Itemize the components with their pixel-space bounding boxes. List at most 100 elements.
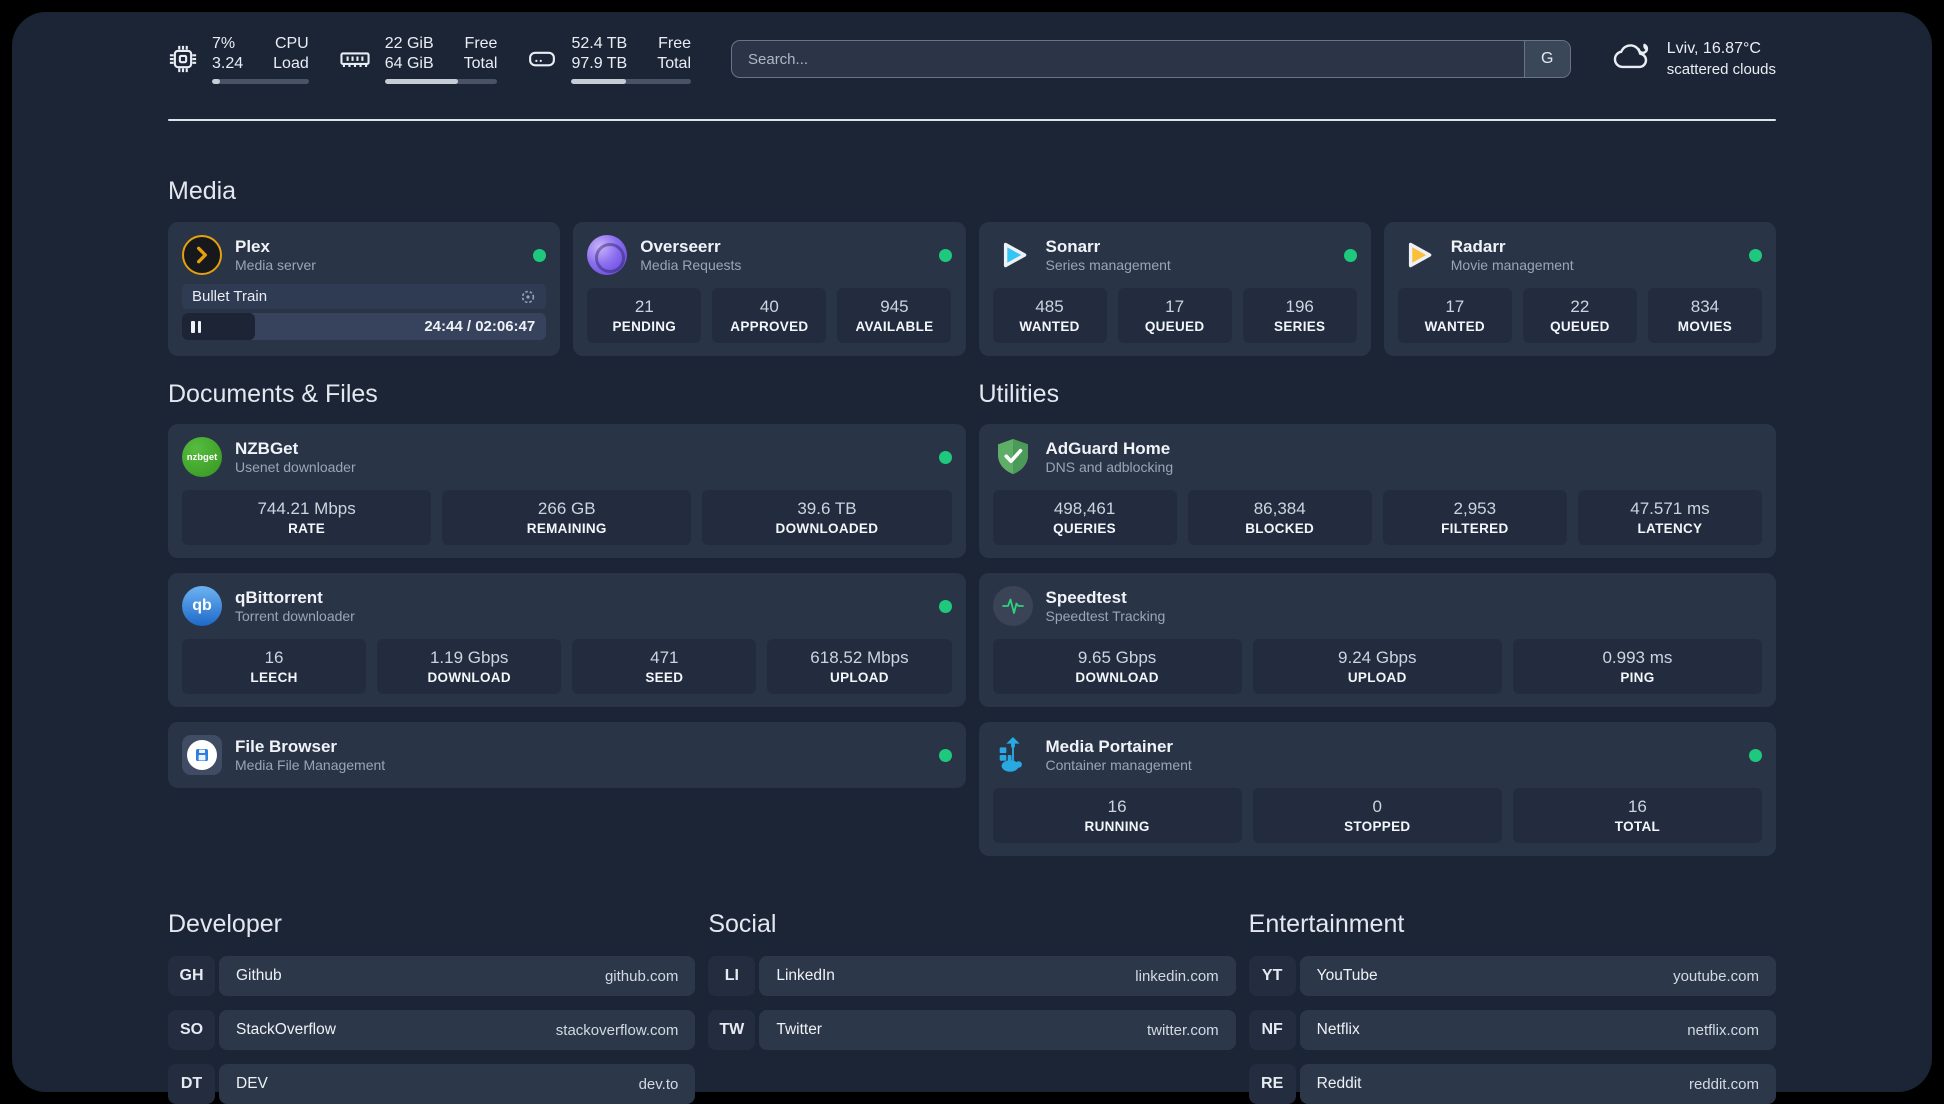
- app-subtitle: Media server: [235, 256, 316, 273]
- link-url: youtube.com: [1673, 967, 1759, 985]
- link-badge: NF: [1248, 1010, 1296, 1051]
- stat-tile: 21 PENDING: [587, 288, 702, 344]
- status-dot: [1749, 748, 1762, 762]
- app-subtitle: DNS and adblocking: [1045, 458, 1174, 475]
- stat-tile: 86,384 BLOCKED: [1187, 490, 1372, 546]
- nzbget-icon-text: nzbget: [186, 451, 218, 463]
- plex-icon: [182, 235, 222, 275]
- sonarr-card[interactable]: Sonarr Series management 485 WANTED 17 Q…: [978, 222, 1371, 357]
- app-name: Radarr: [1450, 236, 1506, 256]
- stat-label: TOTAL: [1614, 819, 1661, 835]
- stat-tile: 618.52 Mbps UPLOAD: [767, 639, 952, 695]
- documents-column: Documents & Files nzbget NZBGet Usenet d…: [168, 380, 966, 856]
- search-engine-button[interactable]: G: [1523, 41, 1570, 77]
- ram-free-label: Free: [464, 34, 498, 52]
- stat-label: BLOCKED: [1245, 521, 1315, 537]
- stat-label: REMAINING: [526, 521, 607, 537]
- disk-progress-fill: [571, 79, 627, 85]
- search-input[interactable]: [732, 41, 1524, 77]
- stat-label: PING: [1620, 670, 1655, 686]
- disk-widget: 52.4 TB 97.9 TB Free Total: [527, 34, 691, 85]
- media-section-title: Media: [168, 177, 237, 205]
- stat-tile: 744.21 Mbps RATE: [182, 490, 432, 546]
- stat-label: QUEUED: [1550, 319, 1610, 335]
- stat-value: 16: [264, 648, 284, 668]
- stat-tile: 2,953 FILTERED: [1382, 490, 1567, 546]
- stat-label: RATE: [288, 521, 326, 537]
- app-name: AdGuard Home: [1045, 438, 1171, 458]
- disk-total-label: Total: [657, 55, 691, 72]
- cpu-progress-bar: [212, 79, 309, 85]
- disk-progress-bar: [571, 79, 691, 85]
- status-dot: [938, 599, 952, 613]
- link-row-dev[interactable]: DT DEV dev.to: [168, 1064, 696, 1104]
- link-name: Reddit: [1316, 1075, 1362, 1093]
- stat-tile: 39.6 TB DOWNLOADED: [702, 490, 952, 546]
- stat-value: 945: [880, 297, 909, 316]
- cloud-icon: [1611, 39, 1653, 78]
- gear-icon[interactable]: [520, 289, 536, 305]
- stat-label: WANTED: [1424, 319, 1485, 335]
- link-name: LinkedIn: [776, 967, 835, 985]
- search-box: G: [731, 40, 1571, 78]
- plex-card[interactable]: Plex Media server Bullet Train: [168, 222, 561, 357]
- link-row-reddit[interactable]: RE Reddit reddit.com: [1248, 1064, 1776, 1104]
- nzbget-card[interactable]: nzbget NZBGet Usenet downloader 744.21 M…: [168, 424, 966, 559]
- status-dot: [533, 248, 547, 262]
- adguard-card[interactable]: AdGuard Home DNS and adblocking 498,461 …: [978, 424, 1776, 559]
- stat-value: 22: [1570, 297, 1590, 316]
- system-stats-group: 7% 3.24 CPU Load: [168, 34, 691, 85]
- cpu-progress-fill: [212, 79, 220, 85]
- cpu-load-label: Load: [273, 55, 309, 72]
- status-dot: [1749, 248, 1762, 262]
- playback-progress-bar[interactable]: 24:44 / 02:06:47: [182, 313, 547, 340]
- status-dot: [938, 248, 952, 262]
- stat-label: WANTED: [1019, 319, 1080, 335]
- stat-label: PENDING: [612, 319, 677, 335]
- stat-tile: 196 SERIES: [1242, 288, 1357, 344]
- stat-value: 498,461: [1053, 499, 1116, 519]
- speedtest-card[interactable]: Speedtest Speedtest Tracking 9.65 Gbps D…: [978, 573, 1776, 708]
- link-row-linkedin[interactable]: LI LinkedIn linkedin.com: [708, 956, 1236, 997]
- stat-tile: 17 WANTED: [1397, 288, 1512, 344]
- link-row-twitter[interactable]: TW Twitter twitter.com: [708, 1010, 1236, 1051]
- link-name: DEV: [236, 1075, 268, 1093]
- stat-label: UPLOAD: [830, 670, 889, 686]
- stat-label: DOWNLOADED: [775, 521, 879, 537]
- pause-icon[interactable]: [191, 320, 201, 333]
- hard-drive-icon: [527, 44, 557, 74]
- nzbget-icon: nzbget: [182, 437, 222, 478]
- stat-value: 39.6 TB: [797, 499, 857, 519]
- qbittorrent-card[interactable]: qb qBittorrent Torrent downloader 16 LEE…: [168, 573, 966, 708]
- stat-value: 1.19 Gbps: [429, 648, 509, 668]
- portainer-card[interactable]: Media Portainer Container management 16 …: [978, 722, 1776, 857]
- adguard-shield-icon: [993, 437, 1033, 477]
- stat-value: 485: [1035, 297, 1064, 316]
- stat-label: AVAILABLE: [855, 319, 934, 335]
- link-row-youtube[interactable]: YT YouTube youtube.com: [1248, 956, 1776, 997]
- link-name: Twitter: [776, 1021, 822, 1039]
- link-row-github[interactable]: GH Github github.com: [168, 956, 696, 997]
- radarr-card[interactable]: Radarr Movie management 17 WANTED 22 QUE…: [1383, 222, 1776, 357]
- app-name: Sonarr: [1045, 236, 1101, 256]
- stat-tile: 498,461 QUERIES: [992, 490, 1177, 546]
- developer-section-title: Developer: [168, 910, 282, 939]
- stat-label: DOWNLOAD: [427, 670, 511, 686]
- stat-label: STOPPED: [1344, 819, 1411, 835]
- link-row-stackoverflow[interactable]: SO StackOverflow stackoverflow.com: [168, 1010, 696, 1051]
- app-name: qBittorrent: [235, 587, 323, 607]
- app-subtitle: Media Requests: [640, 256, 742, 273]
- app-name: Overseerr: [640, 236, 721, 256]
- link-url: reddit.com: [1688, 1075, 1759, 1093]
- ram-progress-bar: [384, 79, 498, 85]
- stat-value: 17: [1165, 297, 1185, 316]
- overseerr-card[interactable]: Overseerr Media Requests 21 PENDING 40 A…: [573, 222, 966, 357]
- link-row-netflix[interactable]: NF Netflix netflix.com: [1248, 1010, 1776, 1051]
- stat-label: APPROVED: [730, 319, 809, 335]
- app-name: Speedtest: [1045, 587, 1127, 607]
- now-playing-title: Bullet Train: [192, 288, 268, 305]
- stat-value: 2,953: [1453, 499, 1497, 519]
- filebrowser-card[interactable]: File Browser Media File Management: [168, 722, 966, 789]
- stat-value: 9.65 Gbps: [1077, 648, 1157, 668]
- filebrowser-icon: [182, 735, 222, 776]
